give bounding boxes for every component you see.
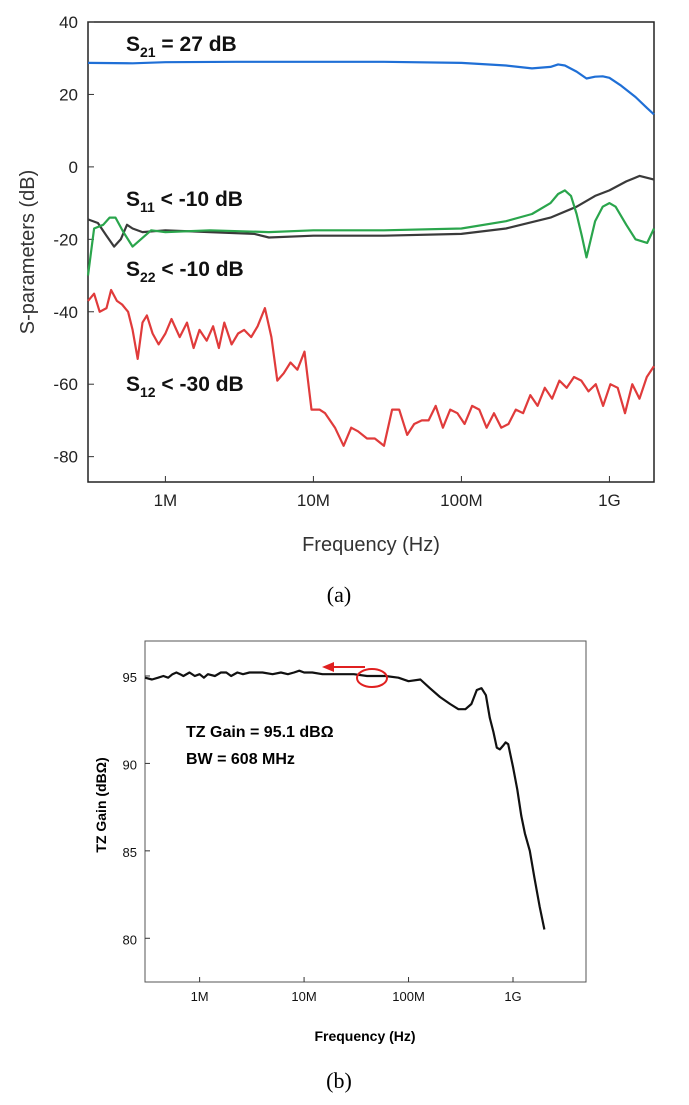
- plot-area-b: [144, 640, 587, 983]
- series-line-s11: [87, 174, 655, 248]
- x-tick-label: 1M: [154, 491, 178, 510]
- chart-b: 95 90 85 80 1M 10M 100M 1G Frequency (Hz) TZ G…: [93, 640, 587, 1044]
- y-tick-label: 95: [123, 670, 137, 685]
- marker-circle: [356, 668, 388, 688]
- series-group-b: [144, 669, 546, 930]
- y-tick-label: 80: [123, 932, 137, 947]
- annotation-s21: S21 = 27 dB: [126, 33, 237, 60]
- annotation-tz-gain: TZ Gain = 95.1 dBΩ: [186, 724, 334, 741]
- x-tick-label: 100M: [440, 491, 483, 510]
- annotation-bw: BW = 608 MHz: [186, 751, 295, 768]
- series-group-a: [86, 60, 655, 447]
- annotation-s12: S12 < -30 dB: [126, 373, 244, 400]
- caption-b: (b): [326, 1068, 352, 1093]
- y-tick-label: 20: [59, 85, 78, 104]
- series-line-s21: [87, 60, 655, 116]
- x-axis-label-b: Frequency (Hz): [314, 1028, 415, 1044]
- x-axis-label-a: Frequency (Hz): [302, 534, 440, 556]
- plot-area-a: [87, 21, 655, 483]
- x-axis-b: 1M 10M 100M 1G: [191, 977, 522, 1004]
- series-line-s22: [86, 189, 655, 276]
- y-tick-label: 40: [59, 13, 78, 32]
- series-line-tz-gain: [144, 669, 546, 930]
- x-axis-a: 1M 10M 100M 1G: [154, 476, 621, 510]
- y-tick-label: 0: [69, 158, 78, 177]
- y-axis-a: 40 20 0 -20 -40 -60 -80: [53, 13, 94, 467]
- y-tick-label: 90: [123, 757, 137, 772]
- y-tick-label: 85: [123, 845, 137, 860]
- y-tick-label: -20: [53, 230, 78, 249]
- x-tick-label: 1G: [598, 491, 621, 510]
- x-tick-label: 1G: [504, 989, 521, 1004]
- annotation-s22: S22 < -10 dB: [126, 258, 244, 285]
- y-axis-b: 95 90 85 80: [123, 670, 150, 947]
- marker-arrowhead: [322, 662, 334, 672]
- x-tick-label: 10M: [297, 491, 330, 510]
- y-tick-label: -60: [53, 375, 78, 394]
- x-tick-label: 100M: [392, 989, 425, 1004]
- annotation-s11: S11 < -10 dB: [126, 188, 243, 215]
- y-tick-label: -40: [53, 303, 78, 322]
- y-axis-label-a: S-parameters (dB): [17, 170, 39, 335]
- series-line-s12: [87, 288, 655, 447]
- x-tick-label: 1M: [191, 989, 209, 1004]
- caption-a: (a): [327, 582, 351, 607]
- y-tick-label: -80: [53, 448, 78, 467]
- chart-a: 40 20 0 -20 -40 -60 -80 1M 10M 100M 1G Frequency …: [17, 13, 655, 556]
- x-tick-label: 10M: [291, 989, 316, 1004]
- y-axis-label-b: TZ Gain (dBΩ): [93, 757, 109, 852]
